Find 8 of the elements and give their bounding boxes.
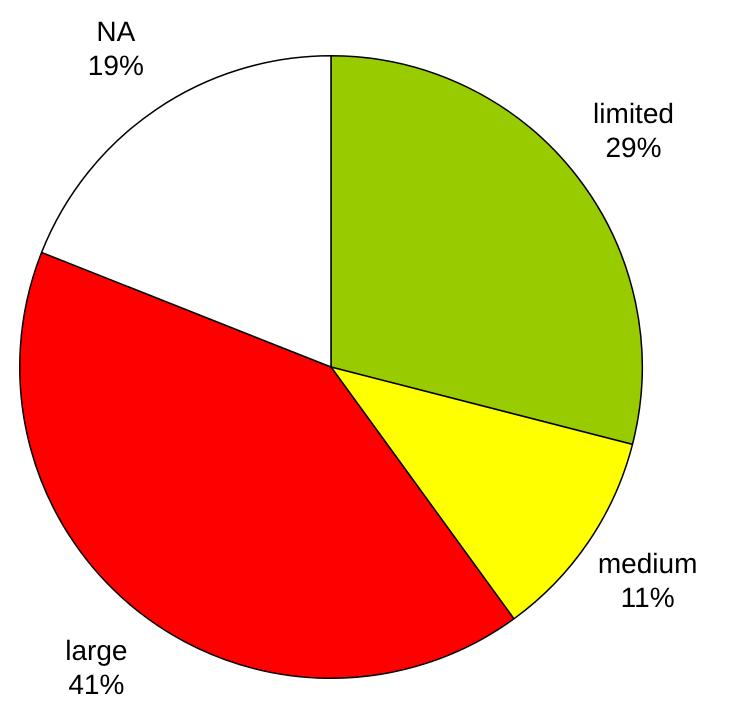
data-label: 41% (68, 669, 124, 700)
data-label: 29% (605, 132, 662, 164)
slice-label: limited (593, 98, 674, 130)
slice-label: medium (598, 548, 698, 579)
slice-label: large (65, 635, 128, 666)
data-label: 11% (620, 582, 675, 613)
data-label: 19% (88, 50, 144, 82)
slice-label: NA (96, 16, 136, 48)
